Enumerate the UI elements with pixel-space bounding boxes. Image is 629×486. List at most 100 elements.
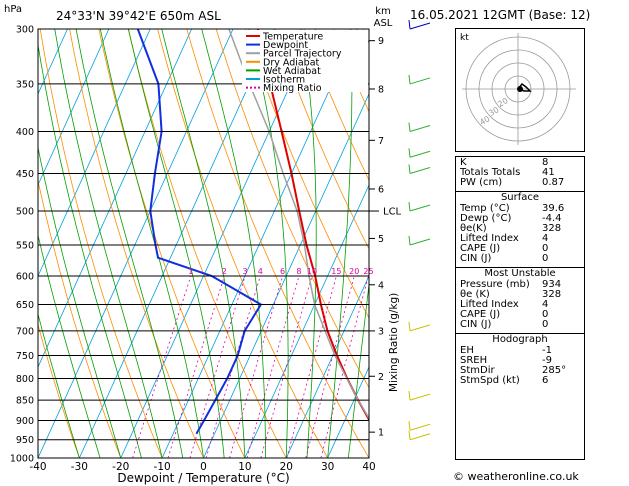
hodo-key: EH [460,345,474,356]
dry-adiabat-line [598,29,629,458]
wet-adiabat-line [38,42,142,458]
wet-adiabat-line [201,29,266,458]
unstable-key: CAPE (J) [460,309,501,320]
hodo-row: SREH -9 [456,356,584,366]
isotherm-line [203,92,369,458]
wet-adiabat-line [99,29,204,458]
temp-tick-label: -30 [71,461,88,473]
km-tick-label: 5 [378,234,384,245]
pressure-tick-label: 550 [16,240,34,251]
mixing-ratio-label: 20 [349,267,359,276]
hodograph-trace [517,82,532,92]
hodograph-title: Hodograph [492,334,548,345]
surface-section: Surface Temp (°C) 39.6 Dewp (°C) -4.4 θe(K) 3… [456,191,584,264]
temp-tick-label: -40 [29,461,46,473]
indices-panel: K 8 Totals Totals 41 PW (cm) 0.87 Surface Tem… [455,156,585,460]
unstable-value: 328 [542,289,562,300]
mixing-ratio-line [132,275,192,458]
surface-row: θe(K) 328 [456,224,584,234]
mixing-ratio-line [167,275,225,458]
pressure-tick-label: 950 [16,435,34,446]
wind-barb-flag [408,321,411,331]
mixing-ratio-line [260,275,313,458]
copyright-footer: © weatheronline.co.uk [453,470,579,483]
wind-barb [409,238,431,246]
legend-background [242,30,368,92]
surface-value: 328 [542,223,562,234]
hodograph-section: Hodograph EH -1 SREH -9 StmDir 285° StmSpd (kt… [456,333,584,386]
surface-value: -4.4 [542,213,562,224]
hodo-value: 285° [542,365,567,376]
hodo-value: 6 [542,375,549,386]
surface-value: 39.6 [542,203,565,214]
legend-label: Wet Adiabat [263,66,321,77]
unstable-key: CIN (J) [460,319,492,330]
mixing-ratio-line [205,275,261,458]
pressure-tick-label: 750 [16,351,34,362]
pressure-tick-label: 900 [16,416,34,427]
unstable-row: θe (K) 328 [456,290,584,300]
wet-adiabat-line [75,29,184,458]
wind-barb [409,22,431,30]
mixing-ratio-label: 4 [258,267,263,276]
wind-barb [409,423,431,431]
pressure-tick-label: 1000 [10,454,34,465]
hodograph-ring-label: 20 [496,96,509,109]
unstable-row: Lifted Index 4 [456,300,584,310]
mixing-ratio-label: 1 [188,267,193,276]
dry-adiabat-line [303,29,369,182]
plot-frame [37,28,370,459]
wind-barb [409,324,431,332]
dry-adiabat-line [274,29,369,250]
mixing-ratio-label: 15 [331,267,341,276]
km-tick-label: 3 [378,326,384,337]
temp-tick-label: 40 [362,461,375,473]
index-value: 0.87 [542,177,565,188]
mixing-ratio-label: 25 [363,267,373,276]
wind-barb-flag [408,148,411,158]
pressure-tick-label: 800 [16,374,34,385]
mixing-ratio-label: 2 [222,267,227,276]
wind-barb-flag [408,391,411,401]
pressure-tick-label: 400 [16,127,34,138]
mixing-ratio-label: 6 [280,267,285,276]
index-row: PW (cm) 0.87 [456,178,584,188]
storm-motion-marker [517,86,523,92]
unstable-key: Lifted Index [460,299,519,310]
km-tick-label: 9 [378,36,384,47]
unstable-value: 0 [542,319,549,330]
isotherm-line [38,29,234,458]
wind-barb-flag [408,74,411,84]
isotherm-line [79,29,275,458]
pressure-tick-label: 300 [16,25,34,36]
wind-barb [409,166,431,174]
legend-label: Mixing Ratio [263,83,322,94]
km-tick-label: 1 [378,428,384,439]
hpa-label: hPa [4,4,22,15]
wind-barb-flag [408,235,411,246]
legend-label: Parcel Trajectory [263,49,342,60]
surface-row: Dewp (°C) -4.4 [456,214,584,224]
isotherm-line [327,366,369,458]
surface-title: Surface [500,192,540,203]
hodo-value: -9 [542,355,552,366]
isotherm-line [161,29,358,458]
hodo-row: EH -1 [456,346,584,356]
surface-key: CAPE (J) [460,243,501,254]
pressure-tick-label: 450 [16,169,34,180]
wind-barb-flag [408,122,411,132]
surface-value: 0 [542,243,549,254]
surface-key: θe(K) [460,223,487,234]
mixing-ratio-line [229,275,283,458]
wet-adiabat-line [38,312,80,458]
unstable-key: Pressure (mb) [460,279,530,290]
mixing-ratio-label: 3 [243,267,248,276]
unstable-row: CIN (J) 0 [456,320,584,330]
surface-value: 4 [542,233,549,244]
hodograph-panel: kt 40 30 20 [455,28,585,152]
wind-barb-flag [408,430,411,440]
pressure-tick-label: 700 [16,326,34,337]
pressure-tick-label: 600 [16,271,34,282]
